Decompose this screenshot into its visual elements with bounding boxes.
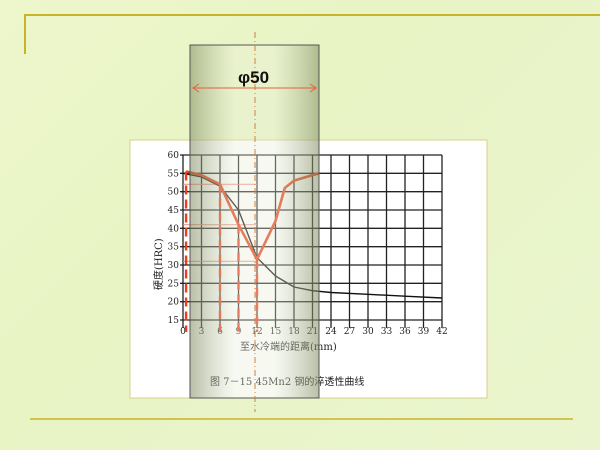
y-tick-label: 25 <box>168 279 180 289</box>
x-tick-label: 0 <box>180 327 186 337</box>
y-axis-label: 硬度(HRC) <box>152 238 165 290</box>
y-tick-label: 60 <box>168 151 180 161</box>
x-tick-label: 27 <box>344 327 356 337</box>
y-tick-label: 55 <box>168 169 180 179</box>
x-tick-label: 30 <box>362 327 374 337</box>
x-tick-label: 39 <box>418 327 430 337</box>
y-tick-label: 40 <box>168 224 180 234</box>
cylinder-overlay <box>189 44 320 399</box>
diameter-label: φ50 <box>238 68 269 87</box>
diameter-arrow <box>192 83 317 93</box>
x-tick-label: 42 <box>436 327 447 337</box>
y-tick-label: 35 <box>168 243 180 253</box>
decorative-lines <box>24 14 600 420</box>
x-tick-label: 33 <box>381 327 393 337</box>
y-tick-label: 30 <box>168 261 180 271</box>
y-tick-label: 45 <box>168 206 180 216</box>
y-tick-label: 50 <box>168 188 180 198</box>
y-tick-label: 20 <box>168 298 180 308</box>
x-tick-label: 36 <box>399 327 411 337</box>
y-tick-label: 15 <box>168 316 180 326</box>
x-tick-label: 24 <box>325 327 337 337</box>
